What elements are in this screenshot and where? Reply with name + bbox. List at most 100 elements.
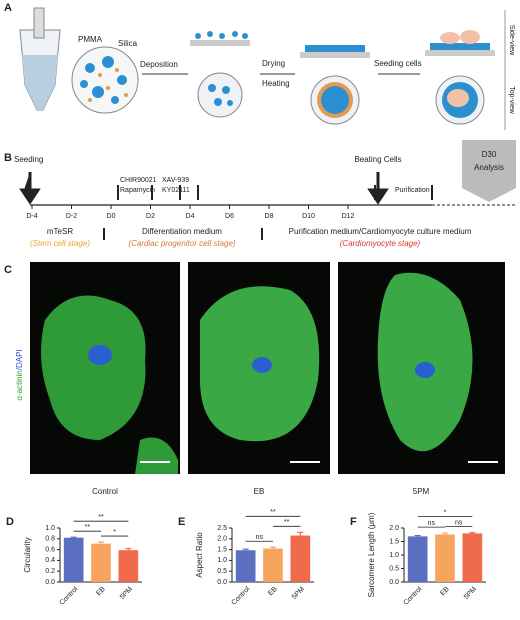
significance-label: ** <box>85 524 91 531</box>
analysis-box <box>462 140 516 202</box>
label-side-view: Side-view <box>508 25 515 56</box>
day-label: D6 <box>225 213 234 220</box>
significance-label: ns <box>256 534 264 541</box>
y-tick-label: 2.0 <box>389 525 399 532</box>
y-tick-label: 2.0 <box>217 536 227 543</box>
substrate <box>190 31 250 118</box>
bar <box>235 550 256 582</box>
significance-label: ** <box>270 509 276 516</box>
label-d30: D30 <box>482 150 497 159</box>
x-tick-label: EB <box>95 586 107 598</box>
image-label: EB <box>254 487 265 496</box>
stage-medium: Purification medium/Cardiomyocyte cultur… <box>289 227 472 236</box>
y-axis-label: Aspect Ratio <box>195 532 204 578</box>
y-tick-label: 0.5 <box>217 568 227 575</box>
stage-name: (Cardiomyocyte stage) <box>340 239 421 248</box>
day-label: D-4 <box>26 213 37 220</box>
x-tick-label: EB <box>267 586 279 598</box>
y-tick-label: 2.5 <box>217 525 227 532</box>
day-label: D12 <box>342 213 355 220</box>
label-purification: Purification <box>395 187 430 194</box>
stage-medium: mTeSR <box>47 227 73 236</box>
label-analysis: Analysis <box>474 163 504 172</box>
x-tick-label: Control <box>402 585 423 606</box>
y-tick-label: 0.5 <box>389 565 399 572</box>
y-tick-label: 1.5 <box>217 546 227 553</box>
panel-label: B <box>4 152 12 164</box>
bar <box>118 550 139 582</box>
day-label: D8 <box>265 213 274 220</box>
y-axis-label: Circularity <box>23 537 32 573</box>
day-label: D2 <box>146 213 155 220</box>
bar <box>290 535 311 582</box>
label-drying: Drying <box>262 59 285 68</box>
day-label: D4 <box>186 213 195 220</box>
x-tick-label: 5PM <box>119 586 134 601</box>
significance-label: ns <box>428 520 436 527</box>
x-tick-label: 5PM <box>463 586 478 601</box>
label-chir: CHIR90021 <box>120 177 157 184</box>
y-tick-label: 0.2 <box>45 568 55 575</box>
label-xav: XAV-939 <box>162 177 189 184</box>
bar <box>407 536 428 582</box>
label-heating: Heating <box>262 79 290 88</box>
y-tick-label: 1.0 <box>389 552 399 559</box>
stage-name: (Cardiac progenitor cell stage) <box>128 239 235 248</box>
label-pmma: PMMA <box>78 35 103 44</box>
y-tick-label: 1.5 <box>389 538 399 545</box>
stage-medium: Differentiation medium <box>142 227 222 236</box>
panel-label: A <box>4 2 12 14</box>
panel-label: C <box>4 264 12 276</box>
y-tick-label: 0.8 <box>45 536 55 543</box>
arrow <box>19 172 41 205</box>
day-label: D10 <box>302 213 315 220</box>
significance-label: * <box>113 529 116 536</box>
y-tick-label: 1.0 <box>45 525 55 532</box>
y-tick-label: 0.0 <box>389 579 399 586</box>
label-deposition: Deposition <box>140 60 178 69</box>
markers <box>117 185 433 200</box>
day-label: D-2 <box>66 213 77 220</box>
panel-label: E <box>178 516 185 528</box>
y-tick-label: 0.4 <box>45 557 55 564</box>
label-ky: KY02111 <box>162 187 190 194</box>
x-tick-label: EB <box>439 586 451 598</box>
label-top-view: Top-view <box>508 86 515 115</box>
bar <box>63 537 84 582</box>
panel-label: D <box>6 516 14 528</box>
significance-label: ns <box>455 519 463 526</box>
y-tick-label: 0.0 <box>217 579 227 586</box>
y-tick-label: 1.0 <box>217 557 227 564</box>
stain-a: α-actinin <box>15 370 24 400</box>
significance-label: ** <box>98 514 104 521</box>
label-silica: Silica <box>118 39 138 48</box>
stage-name: (Stem cell stage) <box>30 239 90 248</box>
x-tick-label: 5PM <box>291 586 306 601</box>
image-label: 5PM <box>413 487 430 496</box>
day-label: D0 <box>107 213 116 220</box>
panel-label: F <box>350 516 357 528</box>
tube <box>19 7 139 114</box>
label-seeding-cells: Seeding cells <box>374 59 422 68</box>
image-label: Control <box>92 487 118 496</box>
y-tick-label: 0.6 <box>45 546 55 553</box>
label-seeding: Seeding <box>14 155 43 164</box>
bar <box>462 533 483 582</box>
label-rapamycin: Rapamycin <box>120 187 155 194</box>
significance-label: ** <box>284 519 290 526</box>
y-axis-label: Sarcomere Length (μm) <box>367 512 376 597</box>
micrographs <box>30 262 505 474</box>
bar <box>435 534 455 582</box>
scaffold <box>300 45 370 125</box>
bar <box>263 548 283 582</box>
x-tick-label: Control <box>58 585 79 606</box>
significance-label: * <box>444 509 447 516</box>
stain-b: /DAPI <box>15 349 24 370</box>
bar <box>91 543 111 582</box>
x-tick-label: Control <box>230 585 251 606</box>
arrow <box>367 172 389 205</box>
y-tick-label: 0.0 <box>45 579 55 586</box>
label-beating: Beating Cells <box>354 155 401 164</box>
